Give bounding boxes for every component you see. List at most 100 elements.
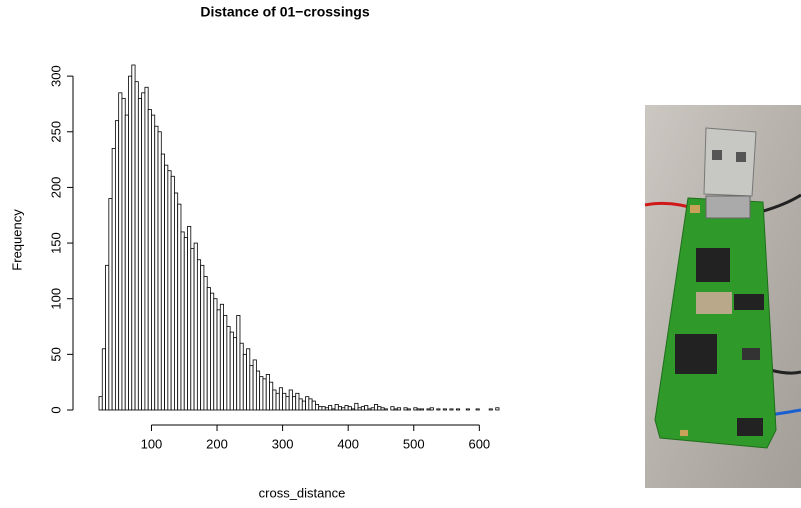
x-tick-label: 200 xyxy=(206,436,228,451)
bar xyxy=(347,406,352,411)
bar xyxy=(196,259,202,411)
bar xyxy=(246,348,251,411)
usb-hole xyxy=(736,152,746,162)
bar xyxy=(406,408,411,411)
chip xyxy=(737,418,763,436)
bar xyxy=(239,342,244,411)
chart-title: Distance of 01−crossings xyxy=(200,4,369,20)
x-tick-label: 400 xyxy=(337,436,359,451)
bar xyxy=(193,242,198,411)
y-tick-label: 0 xyxy=(48,406,63,413)
bar xyxy=(308,398,313,411)
bar xyxy=(180,231,185,411)
bar xyxy=(151,114,156,411)
bar xyxy=(262,378,267,411)
x-tick-label: 500 xyxy=(403,436,425,451)
bar xyxy=(364,405,369,411)
bar xyxy=(265,373,270,411)
bar xyxy=(426,408,431,411)
chip xyxy=(675,334,717,374)
bar xyxy=(141,92,146,411)
usb-base xyxy=(705,195,751,219)
bar xyxy=(334,404,339,411)
bar xyxy=(259,376,264,411)
bar xyxy=(98,396,103,411)
y-tick-label: 250 xyxy=(48,121,63,143)
photo xyxy=(644,105,801,488)
bar xyxy=(360,406,365,411)
bar xyxy=(210,292,215,411)
bar xyxy=(396,407,402,411)
bar xyxy=(236,315,241,411)
bar xyxy=(187,225,192,411)
bar xyxy=(170,175,175,411)
y-tick-label: 200 xyxy=(48,177,63,199)
x-axis-label: cross_distance xyxy=(259,485,346,500)
bar xyxy=(298,398,303,411)
bar xyxy=(160,153,165,411)
chip xyxy=(734,294,764,310)
bar xyxy=(390,406,395,411)
chip xyxy=(742,348,760,360)
bar xyxy=(301,400,306,411)
chip xyxy=(696,248,730,282)
bar xyxy=(269,381,274,411)
bar xyxy=(495,407,500,411)
y-axis-label: Frequency xyxy=(9,209,24,271)
bar xyxy=(190,248,195,411)
x-tick-label: 600 xyxy=(468,436,490,451)
bar xyxy=(278,387,284,411)
y-tick-label: 300 xyxy=(48,65,63,87)
bar xyxy=(311,400,316,411)
bar xyxy=(292,396,297,411)
bar xyxy=(164,164,169,411)
bar xyxy=(324,407,329,411)
bar xyxy=(111,148,116,411)
bar xyxy=(282,392,287,411)
y-tick-label: 50 xyxy=(48,347,63,361)
bar xyxy=(124,114,129,411)
bar xyxy=(436,408,441,411)
bar xyxy=(154,125,159,411)
bar xyxy=(442,408,447,411)
bar xyxy=(167,170,172,411)
bar xyxy=(223,315,228,411)
bar xyxy=(380,407,385,411)
bar xyxy=(377,406,382,411)
bar xyxy=(465,408,470,411)
bar xyxy=(249,365,254,411)
bar xyxy=(367,408,372,411)
pcb xyxy=(654,197,777,449)
bar xyxy=(233,337,238,411)
bar xyxy=(131,64,136,411)
bar xyxy=(318,406,323,411)
bar xyxy=(108,198,113,411)
x-tick-label: 300 xyxy=(272,436,294,451)
bar xyxy=(275,392,280,411)
y-tick-label: 150 xyxy=(48,232,63,254)
bar xyxy=(285,396,290,411)
bar xyxy=(305,396,310,411)
bar xyxy=(229,331,234,411)
bar xyxy=(374,404,379,411)
bar xyxy=(337,406,343,411)
bar xyxy=(252,359,257,411)
wire-black xyxy=(759,193,801,214)
bar xyxy=(288,389,293,411)
bar xyxy=(331,408,336,411)
bar xyxy=(403,407,408,411)
bar xyxy=(144,86,149,411)
bar xyxy=(255,370,261,411)
bar xyxy=(216,309,221,411)
bar xyxy=(449,408,454,411)
bar xyxy=(413,407,418,411)
bar xyxy=(370,407,375,411)
usb-connector xyxy=(703,127,757,197)
bar xyxy=(416,408,421,411)
bar xyxy=(177,203,182,411)
bar xyxy=(295,392,300,411)
bar xyxy=(351,408,356,411)
bar xyxy=(105,264,110,411)
bar xyxy=(357,407,362,411)
